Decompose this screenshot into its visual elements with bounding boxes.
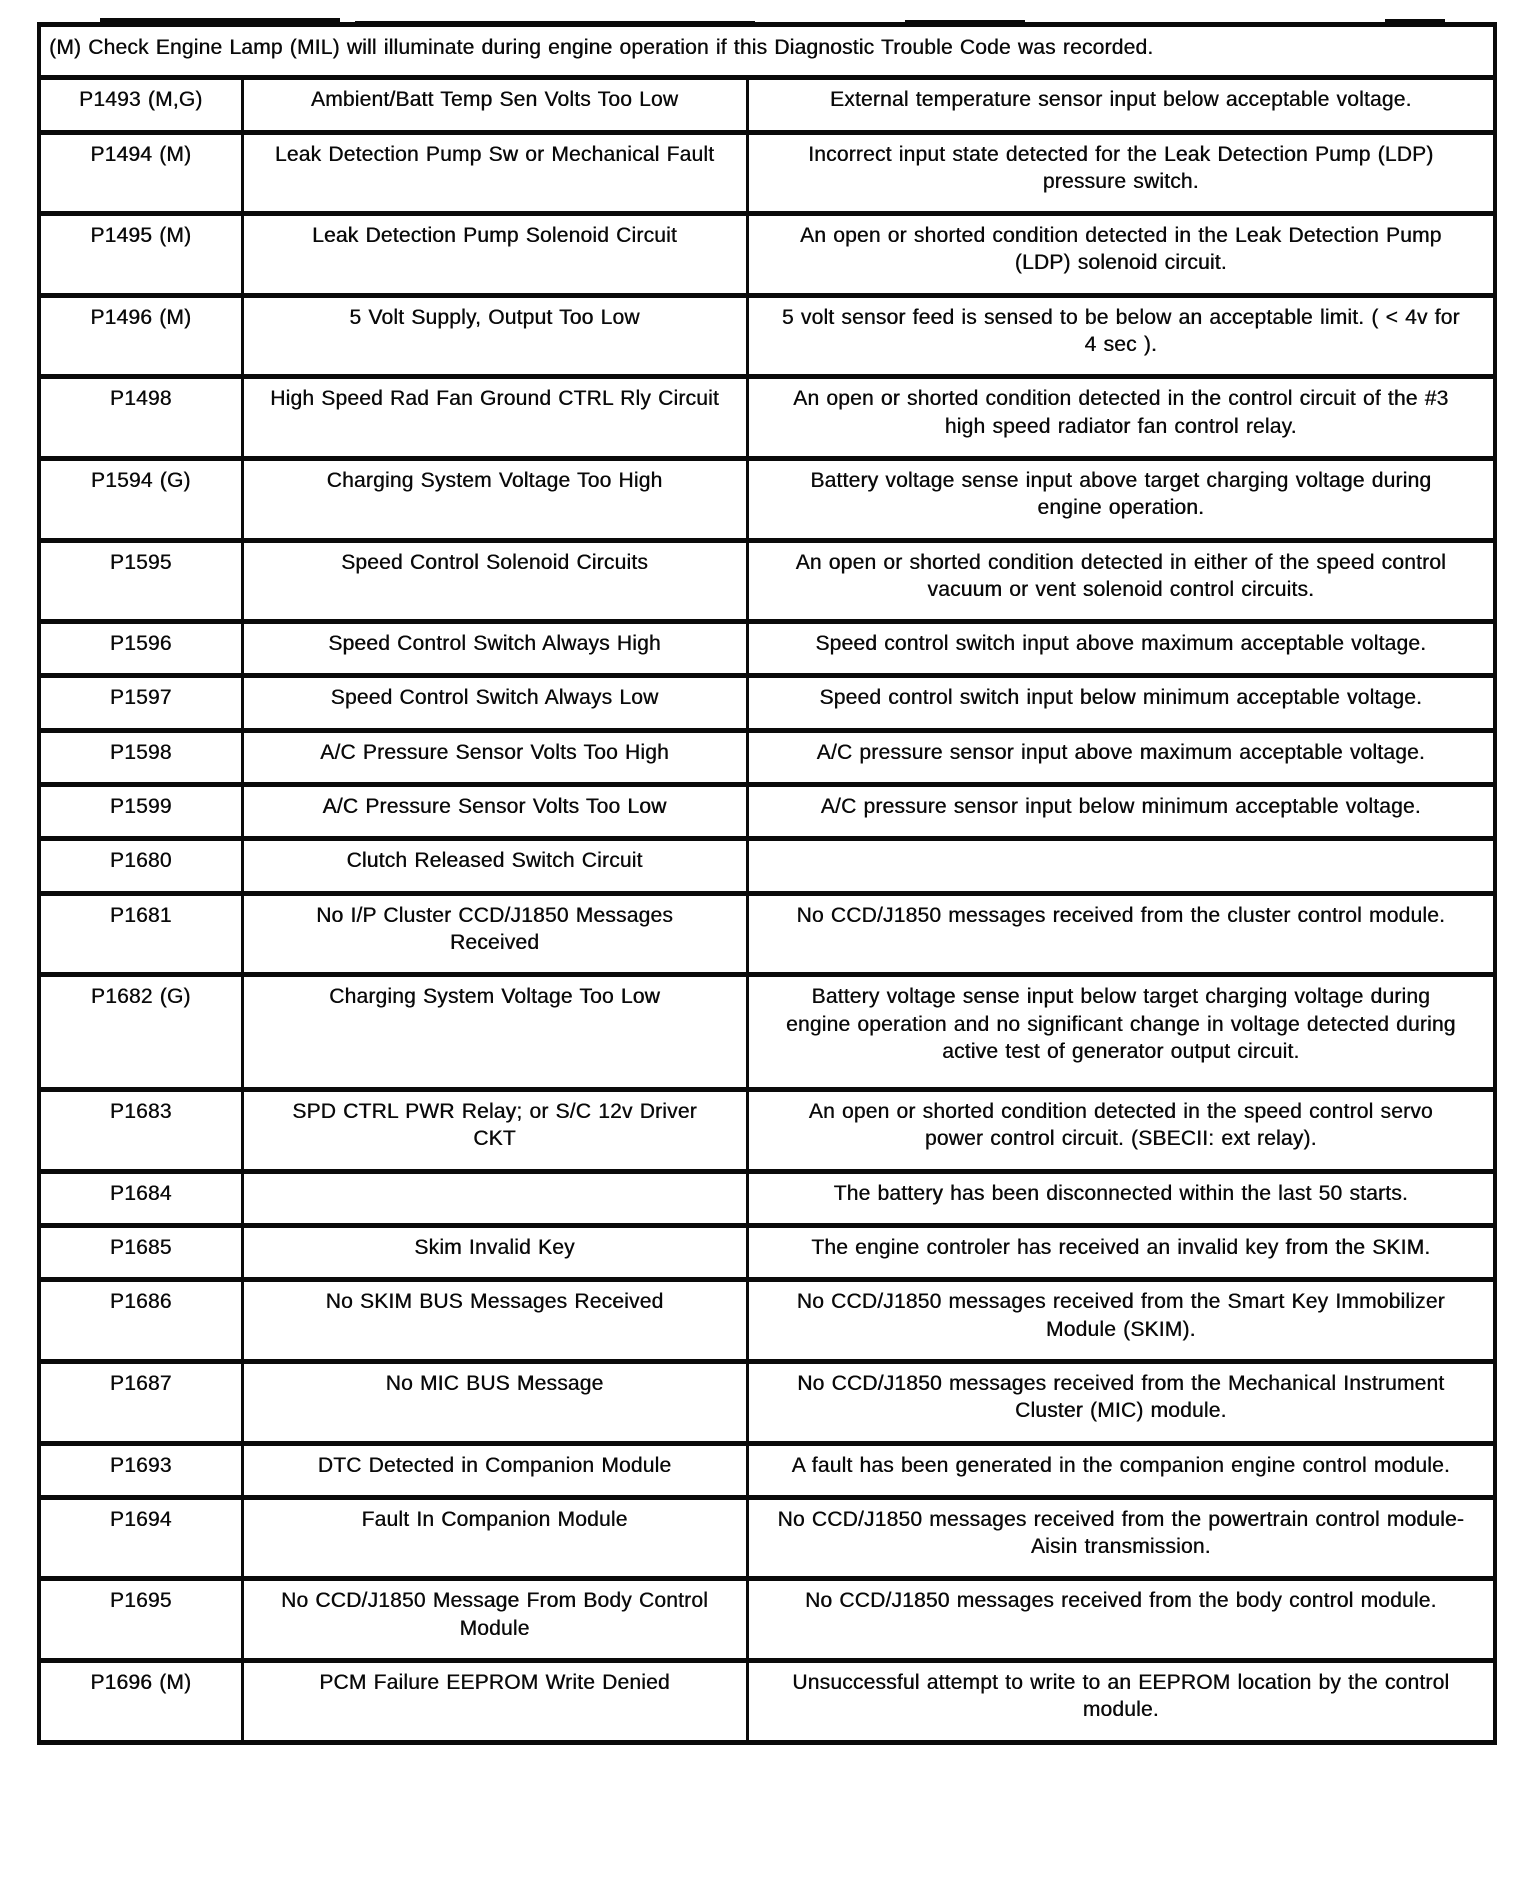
table-row: P1498 High Speed Rad Fan Ground CTRL Rly… — [37, 374, 1497, 461]
table-row: P1695 No CCD/J1850 Message From Body Con… — [37, 1576, 1497, 1663]
dtc-name-cell: Charging System Voltage Too High — [240, 455, 749, 543]
dtc-rows: P1493 (M,G) Ambient/Batt Temp Sen Volts … — [37, 75, 1497, 1745]
dtc-name-cell: 5 Volt Supply, Output Too Low — [240, 292, 749, 380]
dtc-name-cell: Clutch Released Switch Circuit — [240, 836, 749, 896]
dtc-description-cell: No CCD/J1850 messages received from the … — [745, 890, 1497, 978]
table-row: P1681 No I/P Cluster CCD/J1850 Messages … — [37, 890, 1497, 978]
dtc-description-cell: No CCD/J1850 messages received from the … — [745, 1576, 1497, 1663]
dtc-code-cell: P1684 — [37, 1168, 244, 1229]
dtc-name-cell: Leak Detection Pump Sw or Mechanical Fau… — [240, 129, 749, 217]
scan-artifact — [100, 18, 340, 24]
dtc-code-cell: P1696 (M) — [37, 1657, 244, 1745]
dtc-description-cell: Unsuccessful attempt to write to an EEPR… — [745, 1657, 1497, 1745]
table-row: P1596 Speed Control Switch Always High S… — [37, 619, 1497, 679]
dtc-code-cell: P1498 — [37, 374, 244, 461]
table-row: P1496 (M) 5 Volt Supply, Output Too Low … — [37, 292, 1497, 380]
dtc-name-cell: PCM Failure EEPROM Write Denied — [240, 1657, 749, 1745]
dtc-code-cell: P1494 (M) — [37, 129, 244, 217]
dtc-description-cell — [745, 836, 1497, 896]
table-header-note-row: (M) Check Engine Lamp (MIL) will illumin… — [37, 21, 1497, 81]
dtc-code-table: (M) Check Engine Lamp (MIL) will illumin… — [37, 21, 1497, 1745]
table-row: P1680 Clutch Released Switch Circuit — [37, 836, 1497, 896]
dtc-description-cell: The battery has been disconnected within… — [745, 1168, 1497, 1229]
dtc-description-cell: An open or shorted condition detected in… — [745, 1087, 1497, 1174]
table-row: P1685 Skim Invalid Key The engine contro… — [37, 1223, 1497, 1283]
dtc-name-cell: Skim Invalid Key — [240, 1223, 749, 1283]
dtc-name-cell: SPD CTRL PWR Relay; or S/C 12v Driver CK… — [240, 1087, 749, 1174]
table-row: P1594 (G) Charging System Voltage Too Hi… — [37, 455, 1497, 543]
dtc-name-cell: Charging System Voltage Too Low — [240, 972, 749, 1093]
dtc-code-cell: P1496 (M) — [37, 292, 244, 380]
scan-artifact — [1385, 19, 1445, 23]
dtc-description-cell: No CCD/J1850 messages received from the … — [745, 1494, 1497, 1582]
dtc-code-cell: P1596 — [37, 619, 244, 679]
dtc-description-cell: An open or shorted condition detected in… — [745, 537, 1497, 625]
table-row: P1494 (M) Leak Detection Pump Sw or Mech… — [37, 129, 1497, 217]
dtc-code-cell: P1687 — [37, 1358, 244, 1446]
dtc-description-cell: A fault has been generated in the compan… — [745, 1440, 1497, 1500]
dtc-code-cell: P1495 (M) — [37, 211, 244, 298]
table-row: P1696 (M) PCM Failure EEPROM Write Denie… — [37, 1657, 1497, 1745]
table-row: P1495 (M) Leak Detection Pump Solenoid C… — [37, 211, 1497, 298]
dtc-description-cell: An open or shorted condition detected in… — [745, 211, 1497, 298]
dtc-code-cell: P1597 — [37, 673, 244, 733]
table-row: P1683 SPD CTRL PWR Relay; or S/C 12v Dri… — [37, 1087, 1497, 1174]
table-row: P1599 A/C Pressure Sensor Volts Too Low … — [37, 782, 1497, 842]
dtc-name-cell: Leak Detection Pump Solenoid Circuit — [240, 211, 749, 298]
dtc-code-cell: P1685 — [37, 1223, 244, 1283]
dtc-description-cell: A/C pressure sensor input below minimum … — [745, 782, 1497, 842]
dtc-code-cell: P1693 — [37, 1440, 244, 1500]
dtc-description-cell: 5 volt sensor feed is sensed to be below… — [745, 292, 1497, 380]
dtc-description-cell: The engine controler has received an inv… — [745, 1223, 1497, 1283]
dtc-name-cell: Fault In Companion Module — [240, 1494, 749, 1582]
dtc-name-cell: No I/P Cluster CCD/J1850 Messages Receiv… — [240, 890, 749, 978]
dtc-description-cell: No CCD/J1850 messages received from the … — [745, 1358, 1497, 1446]
dtc-code-cell: P1686 — [37, 1277, 244, 1364]
dtc-name-cell: No CCD/J1850 Message From Body Control M… — [240, 1576, 749, 1663]
dtc-description-cell: Battery voltage sense input below target… — [745, 972, 1497, 1093]
dtc-description-cell: An open or shorted condition detected in… — [745, 374, 1497, 461]
table-row: P1684 The battery has been disconnected … — [37, 1168, 1497, 1229]
table-row: P1682 (G) Charging System Voltage Too Lo… — [37, 972, 1497, 1093]
dtc-code-cell: P1680 — [37, 836, 244, 896]
dtc-code-cell: P1595 — [37, 537, 244, 625]
dtc-name-cell: DTC Detected in Companion Module — [240, 1440, 749, 1500]
table-row: P1598 A/C Pressure Sensor Volts Too High… — [37, 727, 1497, 788]
dtc-name-cell: No SKIM BUS Messages Received — [240, 1277, 749, 1364]
dtc-name-cell: Speed Control Solenoid Circuits — [240, 537, 749, 625]
dtc-name-cell: Speed Control Switch Always High — [240, 619, 749, 679]
dtc-code-cell: P1695 — [37, 1576, 244, 1663]
dtc-name-cell — [240, 1168, 749, 1229]
dtc-description-cell: Incorrect input state detected for the L… — [745, 129, 1497, 217]
dtc-name-cell: Ambient/Batt Temp Sen Volts Too Low — [240, 75, 749, 135]
dtc-code-cell: P1682 (G) — [37, 972, 244, 1093]
dtc-description-cell: No CCD/J1850 messages received from the … — [745, 1277, 1497, 1364]
table-row: P1694 Fault In Companion Module No CCD/J… — [37, 1494, 1497, 1582]
dtc-name-cell: High Speed Rad Fan Ground CTRL Rly Circu… — [240, 374, 749, 461]
dtc-name-cell: Speed Control Switch Always Low — [240, 673, 749, 733]
dtc-code-cell: P1683 — [37, 1087, 244, 1174]
dtc-description-cell: External temperature sensor input below … — [745, 75, 1497, 135]
dtc-name-cell: A/C Pressure Sensor Volts Too High — [240, 727, 749, 788]
dtc-description-cell: Battery voltage sense input above target… — [745, 455, 1497, 543]
dtc-name-cell: A/C Pressure Sensor Volts Too Low — [240, 782, 749, 842]
dtc-code-cell: P1681 — [37, 890, 244, 978]
table-row: P1595 Speed Control Solenoid Circuits An… — [37, 537, 1497, 625]
dtc-code-cell: P1594 (G) — [37, 455, 244, 543]
dtc-code-cell: P1598 — [37, 727, 244, 788]
dtc-code-cell: P1694 — [37, 1494, 244, 1582]
table-row: P1693 DTC Detected in Companion Module A… — [37, 1440, 1497, 1500]
table-row: P1686 No SKIM BUS Messages Received No C… — [37, 1277, 1497, 1364]
table-row: P1687 No MIC BUS Message No CCD/J1850 me… — [37, 1358, 1497, 1446]
dtc-description-cell: Speed control switch input above maximum… — [745, 619, 1497, 679]
dtc-description-cell: A/C pressure sensor input above maximum … — [745, 727, 1497, 788]
dtc-name-cell: No MIC BUS Message — [240, 1358, 749, 1446]
mil-header-note: (M) Check Engine Lamp (MIL) will illumin… — [37, 21, 1497, 81]
dtc-code-cell: P1493 (M,G) — [37, 75, 244, 135]
dtc-code-cell: P1599 — [37, 782, 244, 842]
dtc-description-cell: Speed control switch input below minimum… — [745, 673, 1497, 733]
table-row: P1597 Speed Control Switch Always Low Sp… — [37, 673, 1497, 733]
table-row: P1493 (M,G) Ambient/Batt Temp Sen Volts … — [37, 75, 1497, 135]
